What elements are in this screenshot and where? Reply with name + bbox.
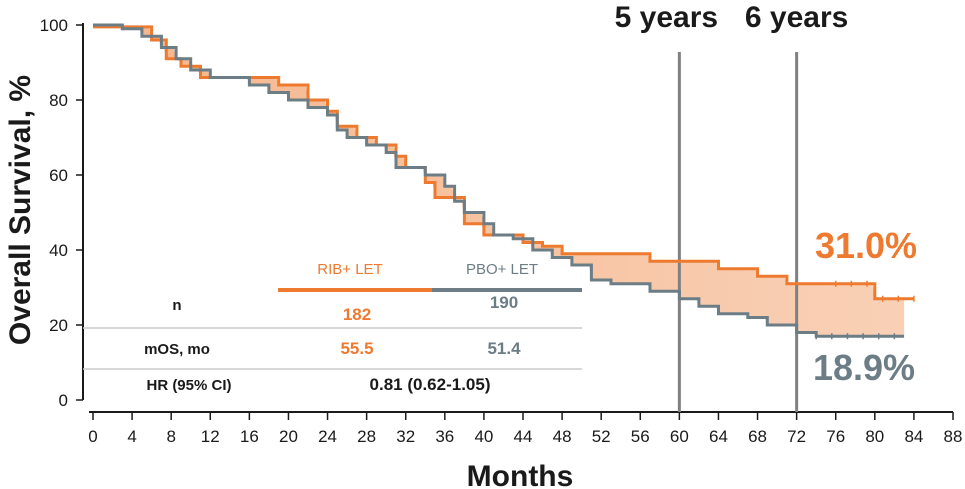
x-tick-label: 68 [748, 427, 767, 446]
table-row-label-n: n [172, 297, 181, 314]
milestone-label-72: 6 years [745, 1, 848, 34]
table-header-pbo: PBO+ LET [466, 261, 538, 278]
milestone-lines: 5 years 6 years [615, 1, 848, 412]
table-value-n-pbo: 190 [490, 293, 518, 312]
table-value-n-rib: 182 [343, 305, 371, 324]
x-tick-label: 72 [787, 427, 806, 446]
table-row-label-hr: HR (95% CI) [146, 377, 231, 394]
y-axis-ticks: 0 20 40 60 80 100 [40, 16, 83, 410]
pbo-end-survival-label: 18.9% [813, 347, 915, 388]
x-tick-label: 44 [514, 427, 533, 446]
x-axis-title: Months [467, 460, 574, 489]
x-tick-label: 0 [88, 427, 97, 446]
x-tick-label: 20 [279, 427, 298, 446]
series-line-rib-let [93, 25, 914, 301]
series-line-pbo-let [93, 23, 905, 338]
x-tick-label: 56 [631, 427, 650, 446]
x-tick-label: 32 [396, 427, 415, 446]
x-tick-label: 80 [865, 427, 884, 446]
x-tick-label: 12 [201, 427, 220, 446]
table-header-rib: RIB+ LET [317, 261, 382, 278]
y-tick-label: 40 [49, 241, 68, 260]
y-axis-title: Overall Survival, % [4, 75, 37, 345]
table-row-label-mos: mOS, mo [144, 341, 210, 358]
x-axis-ticks: 0 4 8 12 16 20 24 28 32 36 40 44 48 52 56 60 64 68 72 76 80 8… [88, 412, 962, 446]
x-tick-label: 60 [670, 427, 689, 446]
table-value-hr: 0.81 (0.62-1.05) [370, 375, 491, 394]
milestone-label-60: 5 years [615, 1, 718, 34]
y-tick-label: 100 [40, 16, 68, 35]
x-tick-label: 40 [474, 427, 493, 446]
x-tick-label: 16 [240, 427, 259, 446]
x-tick-label: 4 [127, 427, 136, 446]
x-tick-label: 8 [166, 427, 175, 446]
survival-curves [93, 23, 915, 340]
y-tick-label: 60 [49, 166, 68, 185]
x-tick-label: 84 [904, 427, 923, 446]
y-tick-label: 0 [59, 391, 68, 410]
x-tick-label: 28 [357, 427, 376, 446]
x-tick-label: 24 [318, 427, 337, 446]
x-tick-label: 48 [553, 427, 572, 446]
x-tick-label: 88 [944, 427, 963, 446]
y-tick-label: 80 [49, 91, 68, 110]
y-tick-label: 20 [49, 316, 68, 335]
x-tick-label: 76 [826, 427, 845, 446]
x-tick-label: 64 [709, 427, 728, 446]
summary-table: RIB+ LET PBO+ LET n 182 190 mOS, mo 55.5… [83, 261, 582, 394]
survival-difference-shading [93, 25, 905, 337]
rib-end-survival-label: 31.0% [815, 225, 917, 266]
table-value-mos-rib: 55.5 [340, 339, 373, 358]
x-tick-label: 52 [592, 427, 611, 446]
table-value-mos-pbo: 51.4 [487, 339, 521, 358]
x-tick-label: 36 [435, 427, 454, 446]
